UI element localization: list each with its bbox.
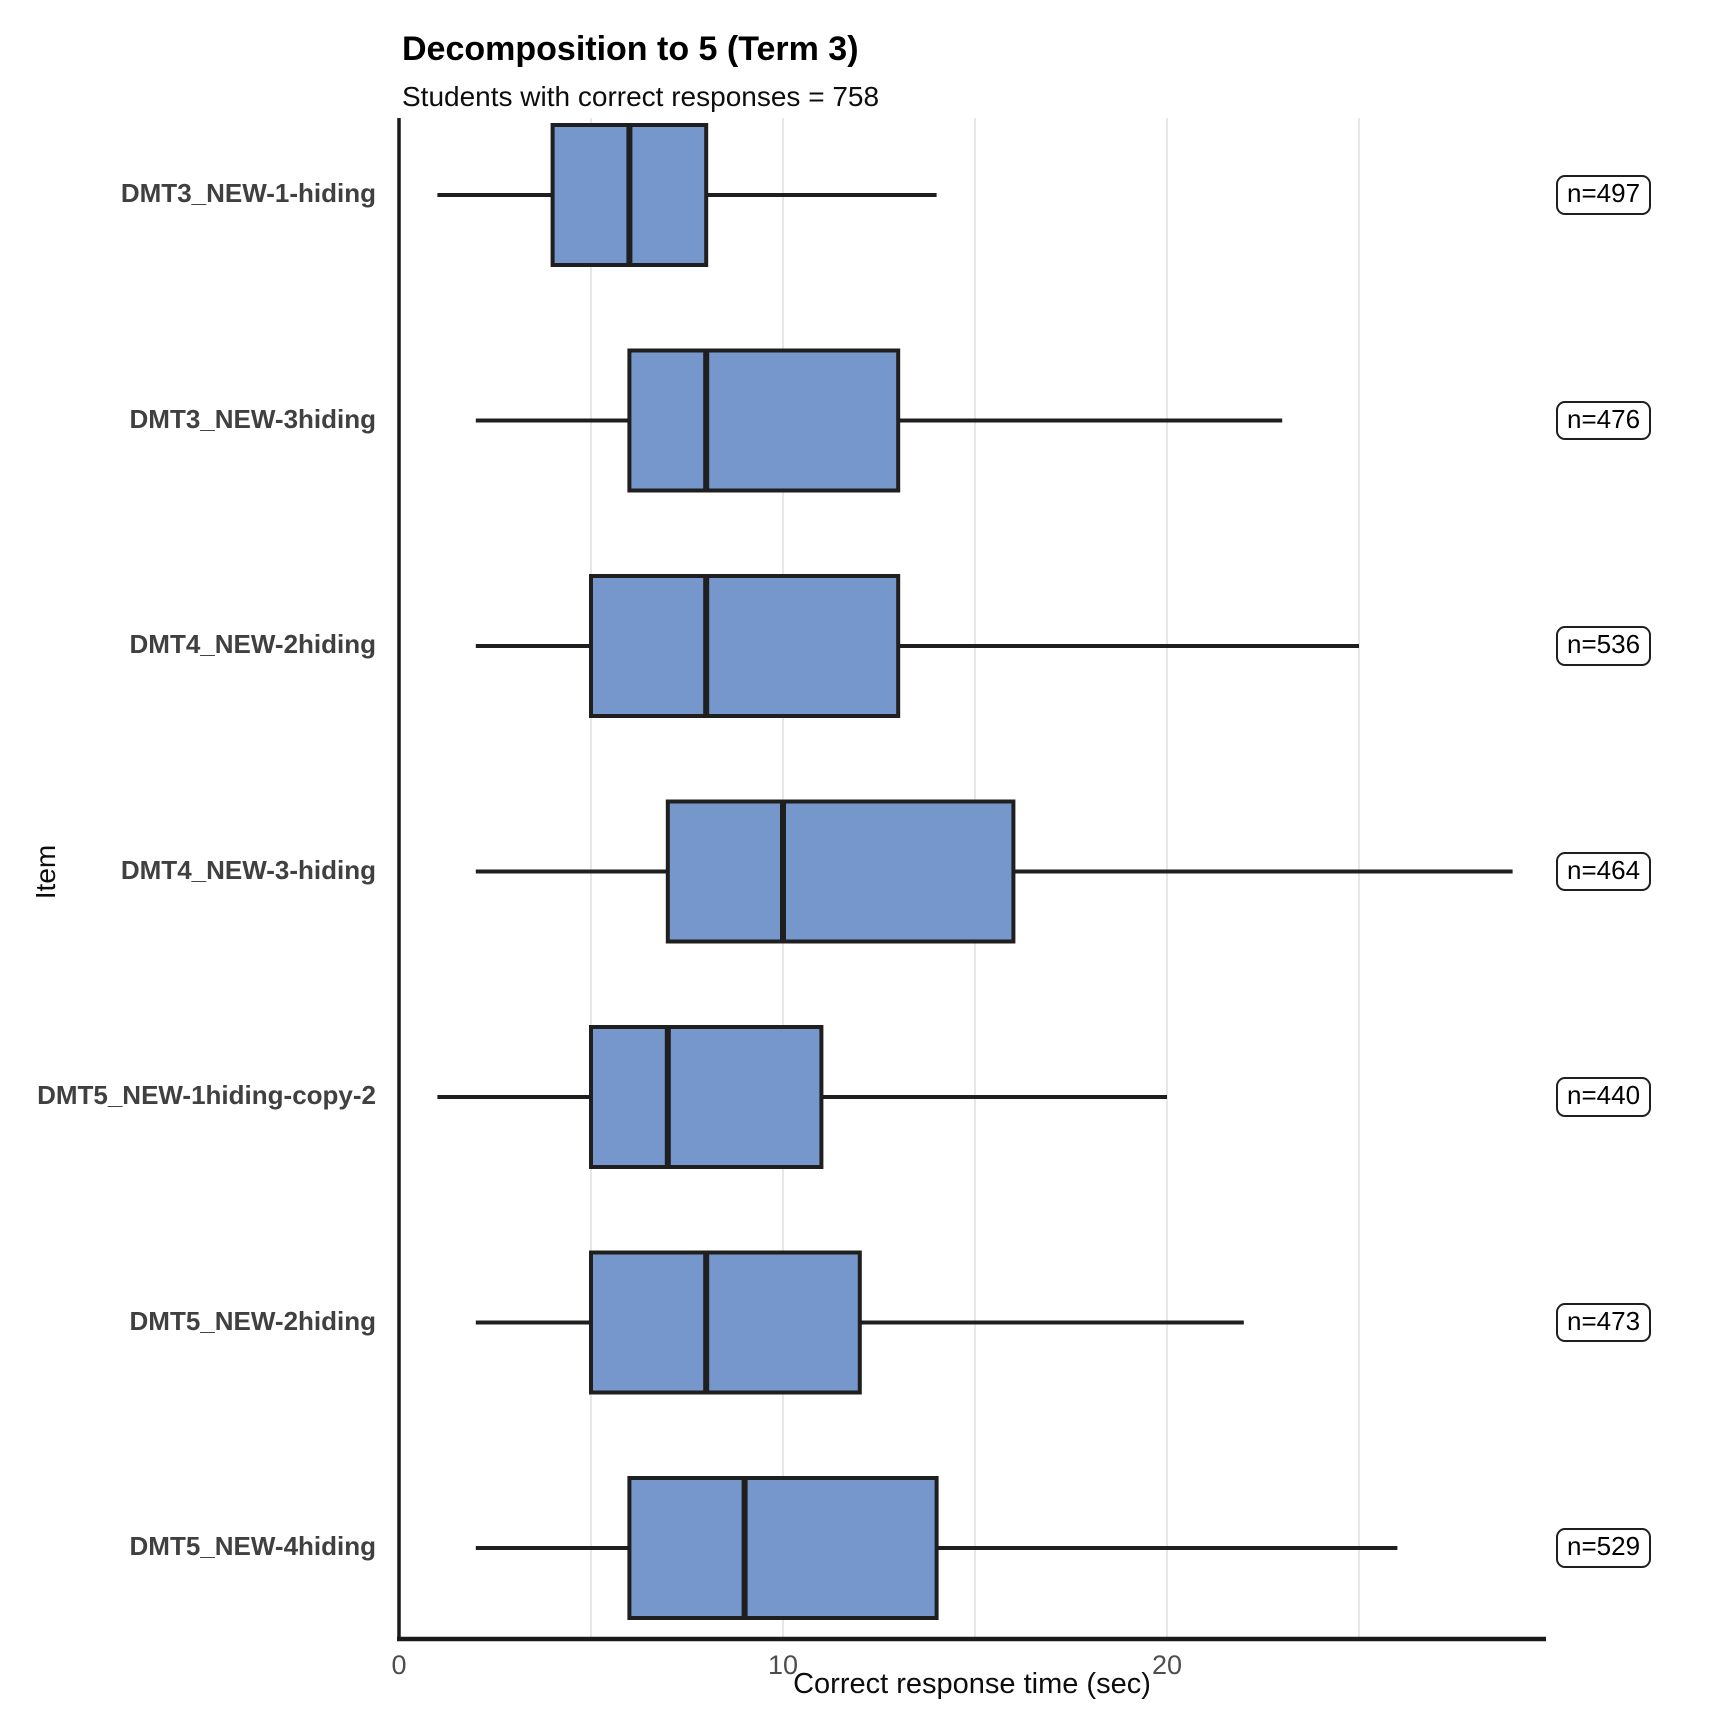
sample-size-badge: n=476 [1556, 400, 1652, 441]
y-tick-label: DMT5_NEW-2hiding [129, 1305, 376, 1336]
x-tick-label: 0 [391, 1650, 407, 1680]
chart-subtitle: Students with correct responses = 758 [402, 81, 880, 112]
boxplot-box [589, 574, 901, 718]
boxplot-box [627, 1476, 939, 1620]
x-axis-title: Correct response time (sec) [793, 1668, 1151, 1700]
sample-size-badge: n=440 [1556, 1077, 1652, 1117]
sample-size-badge: n=464 [1556, 851, 1652, 892]
boxplot-box [627, 348, 901, 493]
y-tick-label: DMT4_NEW-2hiding [129, 629, 376, 659]
y-tick-label: DMT5_NEW-4hiding [129, 1531, 376, 1561]
sample-size-badge: n=473 [1556, 1302, 1652, 1343]
y-tick-label: DMT5_NEW-1hiding-copy-2 [37, 1080, 376, 1110]
x-tick-label: 20 [1151, 1650, 1183, 1680]
boxplot-box [589, 1250, 862, 1395]
sample-size-badge: n=536 [1556, 626, 1652, 666]
boxplot-box [589, 1025, 824, 1169]
y-tick-label: DMT4_NEW-3-hiding [120, 854, 376, 885]
sample-size-badge: n=497 [1556, 175, 1652, 215]
y-tick-label: DMT3_NEW-3hiding [129, 403, 376, 434]
sample-size-badge: n=529 [1556, 1528, 1652, 1568]
chart-title: Decomposition to 5 (Term 3) [402, 30, 859, 68]
boxplot-box [665, 799, 1016, 944]
y-tick-label: DMT3_NEW-1-hiding [120, 178, 376, 208]
x-tick-label: 10 [767, 1650, 799, 1680]
